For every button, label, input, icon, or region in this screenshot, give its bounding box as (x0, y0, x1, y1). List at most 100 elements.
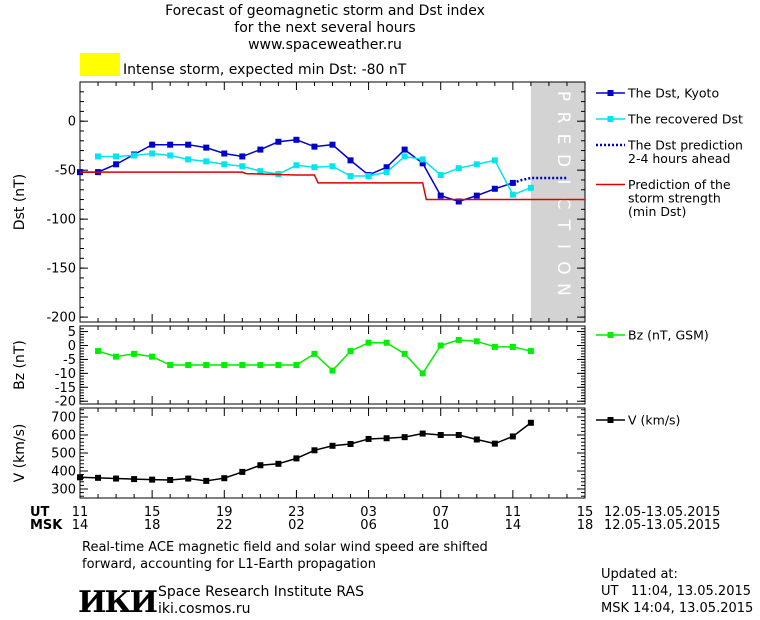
data-point (437, 432, 444, 438)
data-point (347, 173, 354, 180)
data-point (203, 158, 210, 165)
ut-tick-label: 15 (577, 505, 594, 520)
data-point (311, 164, 318, 171)
data-point (347, 157, 354, 164)
data-point (149, 150, 156, 157)
data-point (401, 350, 408, 357)
updated-ut: UT 11:04, 13.05.2015 (601, 584, 752, 599)
data-point (419, 430, 426, 437)
data-point (455, 432, 462, 438)
y-tick-label: -15 (55, 381, 76, 396)
data-point (257, 362, 264, 368)
y-axis-label: Dst (nT) (12, 174, 28, 230)
data-point (239, 163, 246, 170)
data-point (311, 447, 318, 454)
data-point (131, 350, 138, 357)
data-point (383, 164, 390, 171)
legend-label: The Dst prediction (627, 138, 743, 153)
data-point (257, 168, 264, 175)
data-point (491, 343, 498, 350)
data-point (185, 362, 192, 368)
data-point (95, 153, 102, 160)
data-point (509, 343, 516, 350)
msk-tick-label: 10 (432, 518, 449, 533)
data-point (113, 161, 120, 168)
data-point (455, 198, 462, 205)
series-line (80, 171, 585, 201)
data-point (113, 353, 120, 360)
y-tick-label: 500 (51, 447, 76, 462)
legend-label: The recovered Dst (627, 112, 743, 127)
series-line (80, 139, 514, 203)
data-point (239, 468, 246, 475)
data-point (437, 172, 444, 179)
data-point (455, 165, 462, 172)
data-point (185, 475, 192, 482)
data-point (257, 462, 264, 469)
data-point (365, 339, 372, 346)
prediction-zone-letter: I (553, 244, 573, 249)
data-point (167, 152, 174, 159)
data-point (131, 476, 138, 483)
y-tick-label: -20 (55, 395, 76, 410)
ut-date-range: 12.05-13.05.2015 (604, 505, 720, 520)
institute-site[interactable]: iki.cosmos.ru (158, 601, 251, 617)
data-point (509, 191, 516, 198)
data-point (221, 475, 228, 482)
y-tick-label: 0 (68, 339, 76, 354)
data-point (293, 362, 300, 368)
y-tick-label: 700 (51, 411, 76, 426)
data-point (113, 475, 120, 482)
data-point (401, 153, 408, 160)
data-point (185, 156, 192, 163)
y-axis-label: V (km/s) (12, 424, 28, 483)
data-point (401, 434, 408, 441)
data-point (311, 350, 318, 357)
data-point (437, 342, 444, 349)
legend-label: Prediction of the (628, 177, 731, 192)
data-point (221, 362, 228, 368)
legend-label: Bz (nT, GSM) (628, 328, 709, 343)
panel-frame (79, 407, 586, 499)
data-point (419, 160, 426, 167)
data-point (473, 192, 480, 199)
chart-title-line2: for the next several hours (234, 20, 416, 36)
prediction-zone-letter: E (553, 134, 573, 145)
data-point (203, 477, 210, 484)
y-tick-label: -200 (46, 311, 76, 326)
data-point (419, 370, 426, 377)
data-point (527, 348, 534, 355)
data-point (149, 353, 156, 360)
data-point (383, 339, 390, 346)
data-point (167, 141, 174, 148)
data-point (383, 435, 390, 442)
data-point (329, 367, 336, 374)
data-point (149, 141, 156, 148)
data-point (455, 336, 462, 343)
storm-level-label: Intense storm, expected min Dst: -80 nT (123, 62, 407, 78)
msk-axis-label: MSK (30, 518, 63, 533)
data-point (77, 474, 83, 481)
legend-label: 2-4 hours ahead (628, 151, 730, 166)
msk-tick-label: 14 (505, 518, 522, 533)
prediction-zone-letter: C (553, 198, 573, 210)
legend-label: storm strength (628, 191, 721, 206)
prediction-zone-letter: R (553, 112, 573, 124)
data-point (509, 433, 516, 440)
data-point (473, 161, 480, 168)
y-tick-label: 600 (51, 429, 76, 444)
data-point (293, 455, 300, 462)
data-point (293, 162, 300, 169)
msk-date-range: 12.05-13.05.2015 (604, 518, 720, 533)
series-line (512, 176, 567, 185)
data-point (275, 138, 282, 145)
msk-tick-label: 02 (288, 518, 305, 533)
msk-tick-label: 18 (144, 518, 161, 533)
panel-frame (79, 81, 586, 323)
storm-level-swatch (80, 53, 120, 76)
data-point (383, 169, 390, 176)
ut-tick-label: 15 (144, 505, 161, 520)
y-tick-label: 400 (51, 465, 76, 480)
y-tick-label: -50 (55, 164, 76, 179)
